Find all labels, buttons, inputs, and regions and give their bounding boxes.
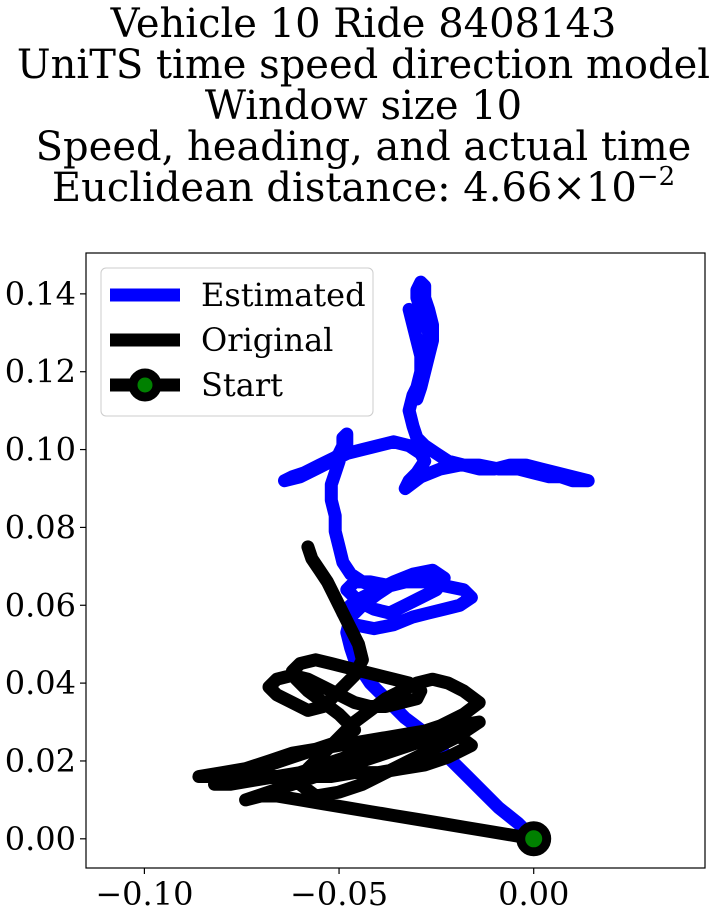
x-tick-label: −0.05 — [290, 875, 388, 913]
series-line-estimated — [278, 275, 595, 846]
series-line-original — [192, 540, 541, 846]
title-distance-prefix: Euclidean distance: 4.66 — [51, 165, 553, 211]
title-line-2: UniTS time speed direction model — [16, 42, 711, 88]
x-tick-label: 0.00 — [498, 875, 569, 913]
legend-label-estimated: Estimated — [201, 276, 366, 314]
start-point-marker — [516, 821, 552, 857]
title-times-sign: × — [552, 165, 586, 211]
title-exponent-base: 10 — [585, 165, 637, 211]
legend-label-start: Start — [201, 366, 283, 404]
title-line-3: Window size 10 — [204, 83, 523, 129]
title-line-4: Speed, heading, and actual time — [35, 124, 692, 170]
y-tick-label: 0.02 — [5, 742, 76, 780]
x-tick-label: −0.10 — [95, 875, 193, 913]
plot-frame — [85, 252, 706, 869]
y-tick-label: 0.04 — [5, 664, 76, 702]
title-line-5: Euclidean distance: 4.66×10−2 — [0, 164, 727, 211]
legend: Estimated Original Start — [100, 267, 374, 417]
y-tick-label: 0.12 — [5, 353, 76, 391]
y-tick-label: 0.14 — [5, 275, 76, 313]
start-layer — [516, 821, 552, 857]
chart-title: Vehicle 10 Ride 8408143 UniTS time speed… — [0, 0, 727, 209]
title-line-1: Vehicle 10 Ride 8408143 — [110, 1, 617, 47]
y-tick-label: 0.10 — [5, 431, 76, 469]
y-tick-label: 0.00 — [5, 820, 76, 858]
x-axis: −0.10 −0.05 0.00 — [95, 868, 569, 913]
title-exponent: −2 — [636, 162, 676, 192]
y-tick-label: 0.06 — [5, 586, 76, 624]
legend-label-original: Original — [201, 321, 333, 359]
y-tick-label: 0.08 — [5, 508, 76, 546]
y-axis: 0.00 0.02 0.04 0.06 0.08 0.10 0.12 0.14 — [5, 275, 86, 858]
series-layer — [192, 275, 595, 846]
legend-marker-start — [128, 368, 162, 402]
